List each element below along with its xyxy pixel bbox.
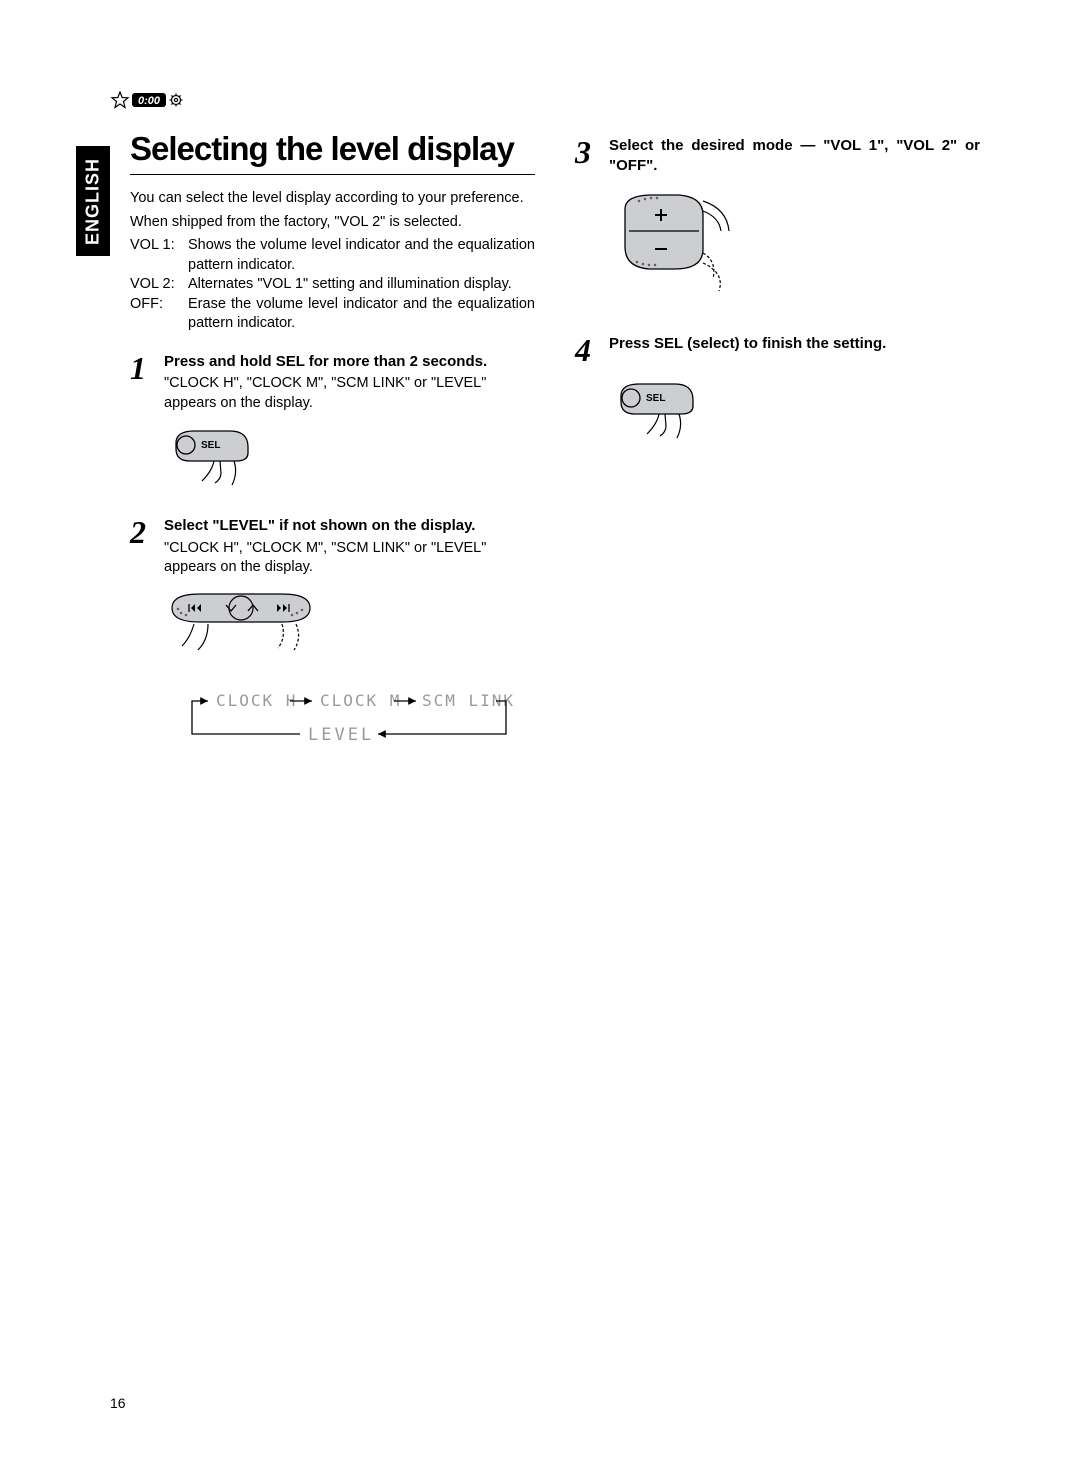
step-3-illustration — [609, 187, 980, 312]
step-2-title: Select "LEVEL" if not shown on the displ… — [164, 516, 535, 536]
sel-button-illustration: SEL — [164, 423, 274, 493]
step-3-title: Select the desired mode — "VOL 1", "VOL … — [609, 136, 980, 177]
step-2-illustration — [164, 588, 535, 668]
sel-button-label: SEL — [646, 393, 665, 404]
step-1-title: Press and hold SEL for more than 2 secon… — [164, 352, 535, 372]
flow-item-4: LEVEL — [308, 725, 374, 745]
step-4-illustration: SEL — [609, 376, 980, 451]
flow-item-1: CLOCK H — [216, 691, 297, 710]
star-icon — [112, 92, 128, 108]
definition-vol2: VOL 2: Alternates "VOL 1" setting and il… — [130, 275, 535, 295]
step-3: 3 Select the desired mode — "VOL 1", "VO… — [575, 136, 980, 177]
page-number: 16 — [110, 1395, 126, 1411]
header-icons-svg: 0:00 — [110, 90, 200, 110]
right-column: 3 Select the desired mode — "VOL 1", "VO… — [575, 130, 980, 763]
content-columns: Selecting the level display You can sele… — [130, 130, 980, 763]
section-title: Selecting the level display — [130, 130, 535, 175]
left-column: Selecting the level display You can sele… — [130, 130, 535, 763]
intro-text-2: When shipped from the factory, "VOL 2" i… — [130, 213, 535, 233]
intro-text-1: You can select the level display accordi… — [130, 189, 535, 209]
definition-off: OFF: Erase the volume level indicator an… — [130, 295, 535, 334]
definition-label: VOL 1: — [130, 236, 188, 275]
volume-rocker-illustration — [609, 187, 749, 307]
sel-button-label: SEL — [201, 440, 220, 451]
definition-text: Shows the volume level indicator and the… — [188, 236, 535, 275]
language-tab: ENGLISH — [76, 146, 110, 256]
step-2: 2 Select "LEVEL" if not shown on the dis… — [130, 516, 535, 577]
step-4: 4 Press SEL (select) to finish the setti… — [575, 334, 980, 366]
step-number: 2 — [130, 516, 154, 577]
step-2-text: "CLOCK H", "CLOCK M", "SCM LINK" or "LEV… — [164, 539, 535, 578]
definition-text: Alternates "VOL 1" setting and illuminat… — [188, 275, 535, 295]
gear-icon — [170, 94, 183, 107]
time-badge-text: 0:00 — [138, 95, 161, 107]
menu-flow-diagram: CLOCK H CLOCK M SCM LINK LEVEL — [160, 688, 510, 763]
definition-label: VOL 2: — [130, 275, 188, 295]
definition-text: Erase the volume level indicator and the… — [188, 295, 535, 334]
header-icon-strip: 0:00 — [110, 90, 200, 110]
step-4-title: Press SEL (select) to finish the setting… — [609, 334, 980, 354]
step-1: 1 Press and hold SEL for more than 2 sec… — [130, 352, 535, 413]
step-1-illustration: SEL — [164, 423, 535, 498]
sel-button-illustration-2: SEL — [609, 376, 719, 446]
step-number: 3 — [575, 136, 599, 177]
step-number: 1 — [130, 352, 154, 413]
definition-label: OFF: — [130, 295, 188, 334]
flow-item-2: CLOCK M — [320, 691, 401, 710]
rocker-button-illustration — [164, 588, 344, 663]
step-number: 4 — [575, 334, 599, 366]
definition-vol1: VOL 1: Shows the volume level indicator … — [130, 236, 535, 275]
step-1-text: "CLOCK H", "CLOCK M", "SCM LINK" or "LEV… — [164, 374, 535, 413]
